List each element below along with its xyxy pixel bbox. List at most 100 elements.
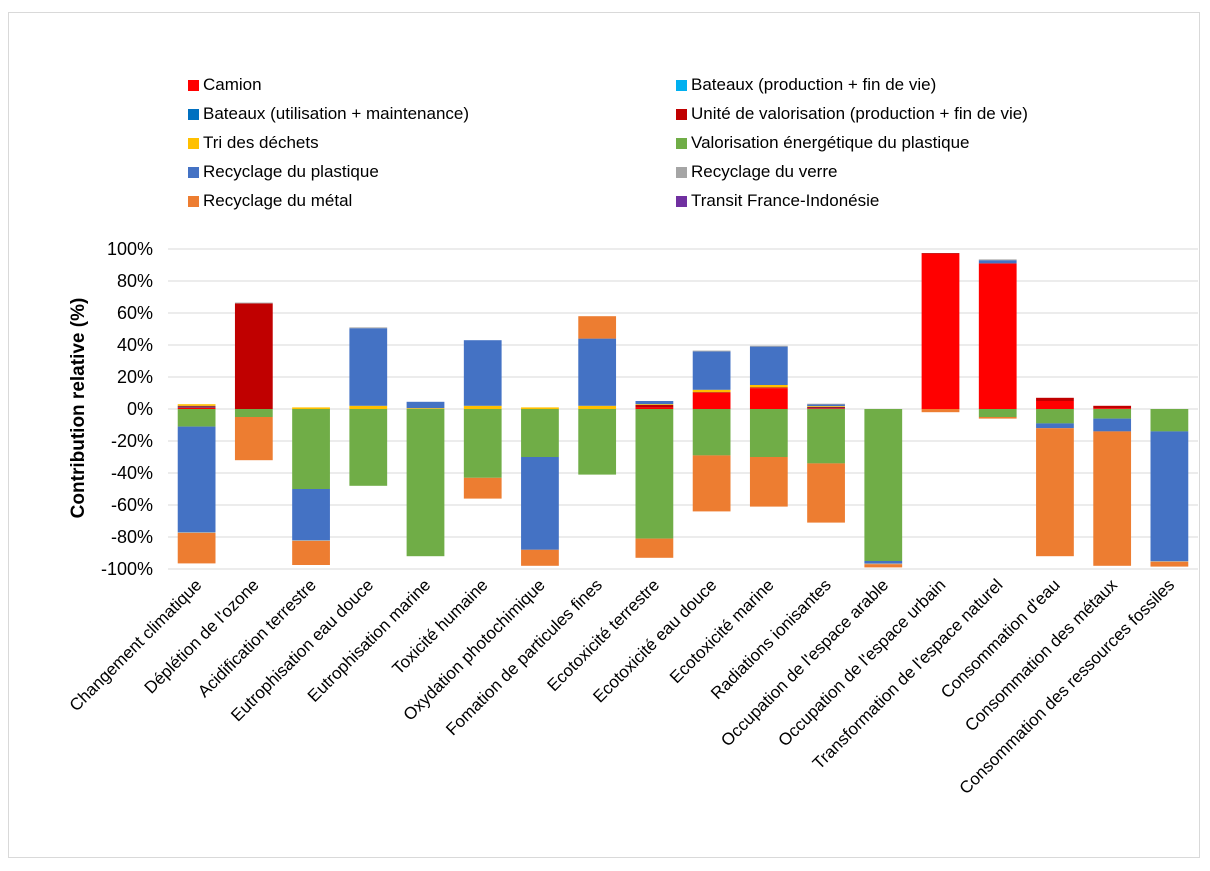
bar-segment: [692, 455, 731, 512]
y-tick-label: 100%: [107, 239, 153, 259]
legend-swatch: [676, 196, 687, 207]
bar-segment: [807, 404, 845, 407]
bar-segment: [234, 302, 273, 304]
bar-segment: [1150, 561, 1189, 562]
bar-segment: [1093, 405, 1132, 409]
bar-segment: [807, 409, 845, 464]
bar-segment: [521, 457, 559, 550]
legend-entry: Camion: [203, 75, 262, 94]
x-category-label: Toxicité humaine: [389, 575, 492, 678]
bar-segment: [177, 409, 216, 427]
bar-segment: [1036, 401, 1074, 409]
bar-segment: [349, 328, 388, 406]
bar-segment: [521, 409, 559, 457]
bar-segment: [1150, 561, 1189, 567]
bar-segment: [807, 403, 845, 405]
bar-segment: [234, 417, 273, 461]
bar-segment: [1093, 408, 1132, 409]
bar-segment: [635, 405, 674, 408]
bar-segment: [1093, 418, 1132, 432]
legend-entry: Bateaux (production + fin de vie): [691, 75, 936, 94]
x-category-label: Ecotoxicité terrestre: [544, 575, 664, 695]
legend-swatch: [188, 80, 199, 91]
bar-segment: [978, 417, 1017, 419]
bar-segment: [1093, 431, 1132, 566]
bar-segment: [1150, 431, 1189, 561]
x-category-label: Consommation des ressources fossiles: [956, 575, 1179, 798]
bar-segment: [749, 388, 788, 409]
bar-segment: [749, 387, 788, 389]
bar-segment: [406, 408, 445, 409]
y-tick-label: 40%: [117, 335, 153, 355]
bar-segment: [292, 489, 330, 541]
y-tick-label: -20%: [111, 431, 153, 451]
y-tick-label: 0%: [127, 399, 153, 419]
bar-segment: [807, 406, 845, 407]
legend-swatch: [676, 109, 687, 120]
bar-segment: [635, 538, 674, 558]
bar-segment: [692, 393, 731, 409]
bar-segment: [349, 409, 388, 486]
bar-segment: [692, 389, 731, 393]
bar-segment: [692, 392, 731, 393]
y-tick-label: 60%: [117, 303, 153, 323]
bar-segment: [864, 561, 903, 564]
bar-segment: [292, 541, 330, 565]
bar-segment: [406, 409, 445, 557]
bar-segment: [749, 346, 788, 385]
bar-segment: [807, 407, 845, 409]
bar-segment: [692, 351, 731, 390]
legend-swatch: [188, 138, 199, 149]
legend-swatch: [676, 138, 687, 149]
bar-segment: [578, 338, 617, 406]
bar-segment: [864, 409, 903, 561]
y-axis-ticks: 100% 80% 60% 40% 20% 0% -20% -40% -60% -80% -100%: [101, 239, 153, 579]
legend-swatch: [188, 167, 199, 178]
bar-segment: [1150, 409, 1189, 432]
bar-segment: [749, 385, 788, 388]
legend-swatch: [676, 80, 687, 91]
bar-segment: [177, 406, 216, 408]
bar-segment: [292, 540, 330, 541]
y-tick-label: 20%: [117, 367, 153, 387]
bar-segment: [978, 260, 1017, 264]
bar-segment: [692, 350, 731, 352]
bar-segment: [1093, 409, 1132, 419]
bar-segment: [463, 477, 502, 499]
bar-segment: [234, 409, 273, 417]
legend-entry: Unité de valorisation (production + fin …: [691, 104, 1028, 123]
bar-segment: [635, 404, 674, 405]
bar-segment: [807, 408, 845, 409]
bar-segment: [864, 564, 903, 568]
y-tick-label: -60%: [111, 495, 153, 515]
bar-segment: [1036, 428, 1074, 557]
y-tick-label: -80%: [111, 527, 153, 547]
bar-segment: [1036, 409, 1074, 424]
bar-segment: [463, 340, 502, 406]
legend-swatch: [188, 196, 199, 207]
bar-segment: [1036, 397, 1074, 401]
legend-entry: Recyclage du verre: [691, 162, 837, 181]
bar-segment: [921, 409, 960, 413]
bar-segment: [177, 407, 216, 409]
bar-segment: [978, 259, 1017, 261]
bar-segment: [406, 401, 445, 409]
bar-segment: [177, 405, 216, 407]
y-axis-label: Contribution relative (%): [68, 298, 89, 519]
bar-segment: [578, 316, 617, 339]
y-tick-label: 80%: [117, 271, 153, 291]
bar-segment: [749, 457, 788, 507]
x-category-label: Ecotoxicité marine: [666, 575, 778, 687]
bar-segment: [578, 409, 617, 475]
bar-segment: [292, 409, 330, 489]
bar-segment: [978, 263, 1017, 409]
bar-segment: [234, 303, 273, 409]
bar-segment: [177, 404, 216, 406]
legend-entry: Transit France-Indonésie: [691, 191, 879, 210]
bar-segment: [807, 463, 845, 523]
legend-entry: Bateaux (utilisation + maintenance): [203, 104, 469, 123]
bar-segment: [921, 253, 960, 409]
bar-segment: [177, 532, 216, 533]
